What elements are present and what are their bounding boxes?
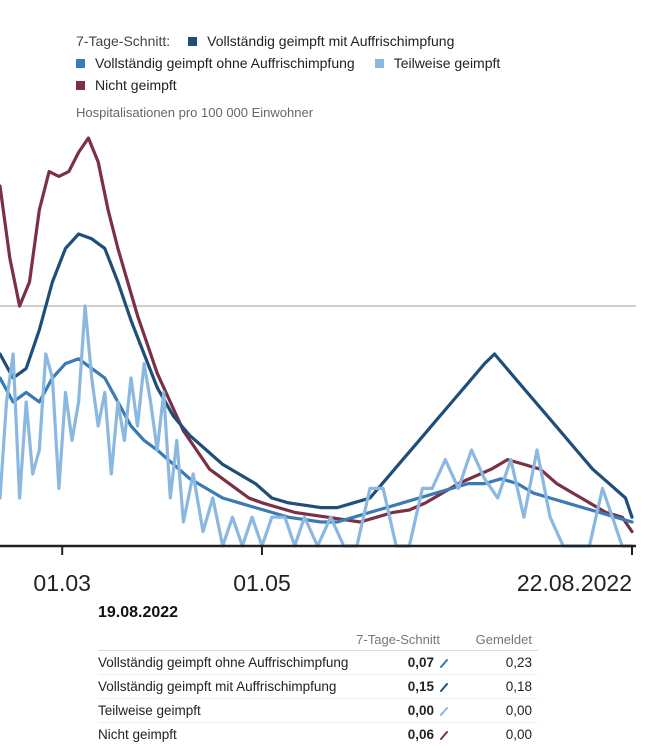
legend-entry-unvaccinated[interactable]: Nicht geimpft [76, 77, 177, 93]
tooltip-row: Vollständig geimpft ohne Auffrischimpfun… [98, 651, 538, 675]
tooltip-row: Nicht geimpft 0,06 0,00 [98, 723, 538, 746]
legend-entry-no-booster[interactable]: Vollständig geimpft ohne Auffrischimpfun… [76, 55, 355, 71]
series-line-icon [434, 730, 454, 740]
tooltip-row: Teilweise geimpft 0,00 0,00 [98, 699, 538, 723]
tooltip-header: 7-Tage-Schnitt Gemeldet [98, 628, 538, 651]
series-line-no-booster[interactable] [0, 357, 634, 524]
tooltip-row-avg: 0,07 [407, 655, 434, 670]
tooltip-row-avg: 0,06 [407, 727, 434, 742]
tooltip-row-label: Vollständig geimpft mit Auffrischimpfung [98, 679, 337, 694]
tooltip-row-label: Nicht geimpft [98, 727, 177, 742]
legend-swatch-partial [374, 58, 384, 68]
tooltip-row-reported: 0,00 [505, 703, 532, 718]
legend-entry-partial[interactable]: Teilweise geimpft [374, 55, 501, 71]
tooltip-row-reported: 0,00 [505, 727, 532, 742]
chart-tooltip: 19.08.2022 7-Tage-Schnitt Gemeldet Volls… [98, 604, 538, 746]
legend-label-booster: Vollständig geimpft mit Auffrischimpfung [207, 33, 455, 49]
series-line-icon [434, 682, 454, 692]
legend-swatch-no-booster [76, 58, 85, 68]
tooltip-row-label: Teilweise geimpft [98, 703, 201, 718]
legend-row-2: Vollständig geimpft ohne Auffrischimpfun… [76, 52, 636, 74]
chart-subtitle: Hospitalisationen pro 100 000 Einwohner [76, 105, 314, 120]
legend-label-partial: Teilweise geimpft [393, 55, 501, 71]
series-line-icon [434, 658, 454, 668]
chart-legend: 7-Tage-Schnitt: Vollständig geimpft mit … [76, 30, 636, 96]
tooltip-col-avg: 7-Tage-Schnitt [356, 631, 440, 647]
x-tick-label-2: 22.08.2022 [517, 570, 632, 596]
legend-entry-booster[interactable]: Vollständig geimpft mit Auffrischimpfung [188, 33, 454, 49]
line-chart[interactable]: 01.03 01.05 22.08.2022 [0, 130, 650, 600]
series-line-unvaccinated[interactable] [0, 136, 634, 534]
tooltip-col-reported: Gemeldet [475, 631, 532, 647]
legend-label-unvaccinated: Nicht geimpft [95, 77, 177, 93]
tooltip-row-label: Vollständig geimpft ohne Auffrischimpfun… [98, 655, 349, 670]
legend-prefix: 7-Tage-Schnitt: [76, 33, 171, 49]
series-line-booster[interactable] [0, 232, 634, 519]
tooltip-row-avg: 0,00 [407, 703, 434, 718]
x-tick-label-0: 01.03 [33, 570, 91, 596]
tooltip-date: 19.08.2022 [98, 604, 179, 621]
legend-row-1: 7-Tage-Schnitt: Vollständig geimpft mit … [76, 30, 636, 52]
tooltip-row-reported: 0,18 [505, 679, 532, 694]
series-line-partial[interactable] [0, 304, 634, 548]
tooltip-row-avg: 0,15 [407, 679, 434, 694]
tooltip-row-reported: 0,23 [505, 655, 532, 670]
tooltip-rows: Vollständig geimpft ohne Auffrischimpfun… [98, 651, 538, 746]
x-tick-label-1: 01.05 [233, 570, 291, 596]
legend-row-3: Nicht geimpft [76, 74, 636, 96]
legend-swatch-booster [188, 36, 198, 46]
series-line-icon [434, 706, 454, 716]
legend-label-no-booster: Vollständig geimpft ohne Auffrischimpfun… [95, 55, 355, 71]
legend-swatch-unvaccinated [76, 80, 85, 90]
tooltip-row: Vollständig geimpft mit Auffrischimpfung… [98, 675, 538, 699]
